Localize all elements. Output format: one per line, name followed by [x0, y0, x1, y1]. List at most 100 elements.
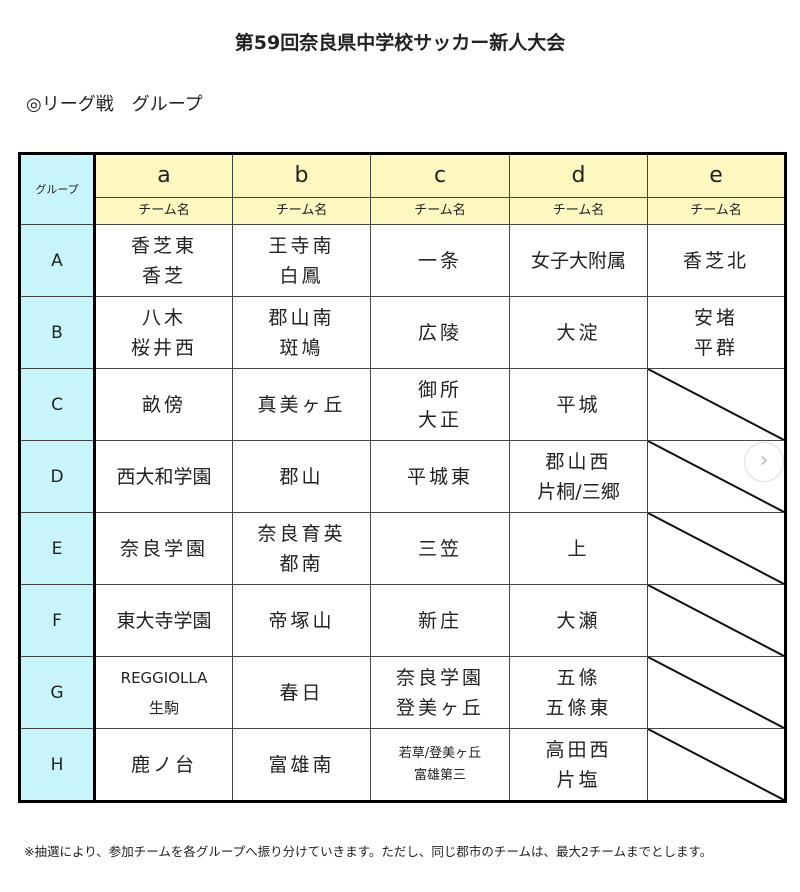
group-row-H: H 鹿ノ台 富雄南 若草/登美ヶ丘 富雄第三 高田西 片塩 [19, 728, 786, 802]
carousel-next-button[interactable]: › [744, 442, 784, 482]
team-name: 帝塚山 [268, 609, 335, 632]
diagonal-strike [648, 585, 784, 656]
team-name: 郡山南 [268, 306, 335, 329]
diagonal-strike [648, 441, 784, 512]
team-name: 畝傍 [141, 393, 186, 416]
page-title: 第59回奈良県中学校サッカー新人大会 [234, 32, 566, 54]
team-name: 大淀 [556, 321, 601, 344]
team-name: 白鳳 [279, 264, 324, 287]
group-label: H [19, 728, 96, 802]
team-name: 八木 [141, 306, 186, 329]
team-name: 大瀬 [556, 609, 601, 632]
team-name: 五條東 [545, 696, 612, 719]
team-name: 五條 [556, 666, 601, 689]
team-cell: REGGIOLLA 生駒 [94, 656, 233, 729]
column-header-c: c [370, 153, 510, 198]
team-cell: 高田西 片塩 [509, 728, 648, 802]
team-name: 奈良育英 [257, 522, 346, 545]
team-name: 大正 [417, 408, 462, 431]
team-cell: 大淀 [509, 296, 648, 369]
group-row-F: F 東大寺学園 帝塚山 新庄 大瀬 [19, 584, 786, 657]
column-header-b: b [232, 153, 371, 198]
footnote: ※抽選により、参加チームを各グループへ振り分けていきます。ただし、同じ郡市のチー… [24, 844, 713, 859]
team-cell: 西大和学園 [94, 440, 233, 513]
team-name: 東大寺学園 [116, 609, 212, 632]
team-name-label: チーム名 [647, 197, 786, 225]
league-group-table: グループ a b c d e チーム名 チーム名 チーム名 チーム名 チーム名 A 香芝東香芝 王寺南白鳳… [18, 152, 787, 803]
team-cell: 東大寺学園 [94, 584, 233, 657]
team-name: 春日 [279, 681, 324, 704]
team-name: 香芝北 [682, 249, 749, 272]
team-name: 桜井西 [130, 336, 197, 359]
empty-slot [647, 512, 786, 585]
team-name-header-row: チーム名 チーム名 チーム名 チーム名 チーム名 [20, 197, 786, 225]
group-row-E: E 奈良学園 奈良育英都南 三笠 上 [19, 512, 786, 585]
team-cell: 上 [509, 512, 648, 585]
team-cell: 五條 五條東 [509, 656, 648, 729]
team-cell: 安堵 平群 [647, 296, 786, 369]
chevron-right-icon: › [759, 448, 769, 473]
diagonal-strike [648, 657, 784, 728]
group-label: A [19, 224, 96, 297]
team-name: 新庄 [417, 609, 462, 632]
column-header-row: グループ a b c d e [19, 153, 786, 225]
group-label: B [19, 296, 96, 369]
team-name: 登美ヶ丘 [395, 696, 484, 719]
team-cell: 新庄 [370, 584, 510, 657]
team-name: 若草/登美ヶ丘 [398, 745, 482, 761]
team-name: 平城東 [406, 465, 473, 488]
team-name: 真美ヶ丘 [257, 393, 346, 416]
team-name: 郡山西 [545, 450, 612, 473]
team-name: 御所 [417, 378, 462, 401]
team-name: 斑鳩 [279, 336, 324, 359]
team-name-label: チーム名 [94, 197, 233, 225]
group-row-B: B 八木 桜井西 郡山南 斑鳩 広陵 大淀 安堵 平群 [19, 296, 786, 369]
team-name: 三笠 [417, 537, 462, 560]
diagonal-strike [648, 369, 784, 440]
team-cell: 春日 [232, 656, 371, 729]
team-cell: 郡山 [232, 440, 371, 513]
team-cell: 一条 [370, 224, 510, 297]
team-name: 片塩 [556, 768, 601, 791]
team-name: 高田西 [545, 738, 612, 761]
team-cell: 八木 桜井西 [94, 296, 233, 369]
team-name-label: チーム名 [232, 197, 371, 225]
team-name: 香芝東 [130, 234, 197, 257]
team-name: 一条 [417, 249, 462, 272]
team-cell: 奈良育英 都南 [232, 512, 371, 585]
team-name-label: チーム名 [370, 197, 510, 225]
team-cell: 真美ヶ丘 [232, 368, 371, 441]
diagonal-strike [648, 729, 784, 800]
empty-slot [647, 584, 786, 657]
team-name: 奈良学園 [119, 537, 208, 560]
team-cell: 香芝北 [647, 224, 786, 297]
team-cell: 平城東 [370, 440, 510, 513]
team-name: 富雄第三 [413, 767, 466, 783]
diagonal-strike [648, 513, 784, 584]
group-row-A: A 香芝東香芝 王寺南白鳳 一条 女子大附属 香芝北 [19, 224, 786, 297]
team-name: 上 [567, 537, 590, 560]
column-header-e: e [647, 153, 786, 198]
team-name: 郡山 [279, 465, 324, 488]
group-label: D [19, 440, 96, 513]
team-name: 女子大附属 [530, 249, 626, 272]
team-cell: 奈良学園 登美ヶ丘 [370, 656, 510, 729]
team-name: 王寺南 [268, 234, 335, 257]
team-name: 香芝 [141, 264, 186, 287]
group-label: E [19, 512, 96, 585]
team-cell: 鹿ノ台 [94, 728, 233, 802]
team-name: REGGIOLLA [120, 668, 208, 687]
team-name: 西大和学園 [116, 465, 212, 488]
team-cell: 女子大附属 [509, 224, 648, 297]
column-header-d: d [509, 153, 648, 198]
team-name: 都南 [279, 552, 324, 575]
section-heading: ◎リーグ戦 グループ [26, 94, 203, 115]
team-name: 奈良学園 [395, 666, 484, 689]
team-cell: 広陵 [370, 296, 510, 369]
team-cell: 帝塚山 [232, 584, 371, 657]
group-label: C [19, 368, 96, 441]
empty-slot [647, 368, 786, 441]
group-header: グループ [19, 153, 96, 225]
team-cell: 大瀬 [509, 584, 648, 657]
team-cell: 御所 大正 [370, 368, 510, 441]
